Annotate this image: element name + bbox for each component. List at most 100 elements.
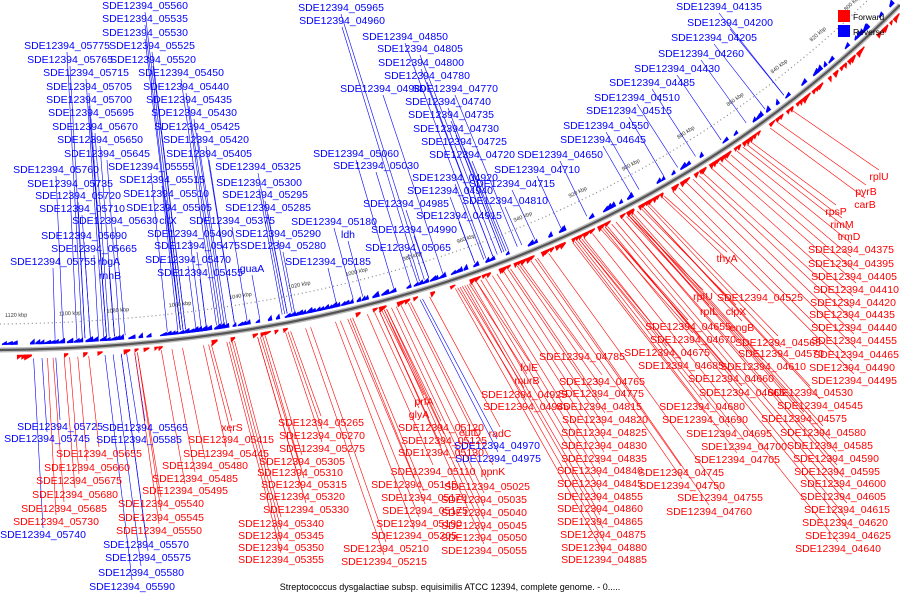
kbp-tick-label: 1120 kbp (5, 313, 27, 319)
gene-label: SDE12394_04490 (809, 362, 895, 374)
forward-gene (768, 119, 776, 128)
leader-line (106, 159, 121, 336)
gene-label: SDE12394_04705 (694, 454, 780, 466)
genome-backbone (0, 0, 900, 353)
reverse-gene (53, 338, 59, 344)
leader-line (475, 281, 530, 362)
kbp-tick-label: 900 kbp (621, 158, 641, 173)
leader-line (611, 223, 848, 504)
gene-label: SDE12394_04410 (813, 284, 899, 296)
gene-label: engB (730, 322, 755, 334)
leader-line (548, 253, 721, 492)
reverse-gene (450, 269, 457, 276)
forward-gene (400, 299, 406, 306)
forward-gene (571, 237, 576, 244)
gene-label: SDE12394_04620 (802, 517, 888, 529)
gene-label: SDE12394_04720 (429, 149, 515, 161)
gene-label: SDE12394_05520 (110, 54, 196, 66)
gene-label: SDE12394_04610 (720, 361, 806, 373)
reverse-gene (99, 335, 107, 342)
forward-gene (449, 284, 456, 290)
reverse-gene (505, 250, 510, 256)
leader-line (615, 221, 844, 491)
leader-line (285, 332, 323, 443)
leader-line (454, 183, 485, 260)
gene-label: SDE12394_05175 (382, 505, 468, 517)
leader-line (88, 355, 100, 448)
gene-label: SDE12394_05280 (240, 240, 326, 252)
reverse-gene (619, 198, 624, 205)
leader-line (404, 42, 487, 259)
gene-label: glyA (409, 409, 429, 421)
legend: Forward Reverse (838, 10, 885, 37)
leader-line (229, 341, 282, 542)
reverse-gene (699, 151, 705, 159)
gene-label: SDE12394_05480 (162, 460, 248, 472)
gene-label: SDE12394_04430 (634, 63, 720, 75)
gene-label: SDE12394_05215 (341, 556, 427, 568)
leader-line (718, 12, 785, 96)
gene-label: SDE12394_05305 (259, 456, 345, 468)
gene-label: SDE12394_05755 (10, 256, 96, 268)
gene-label: SDE12394_04660 (688, 373, 774, 385)
gene-label: SDE12394_04945 (483, 401, 569, 413)
reverse-gene (606, 202, 613, 211)
gene-label: trmD (838, 231, 861, 243)
gene-label: SDE12394_05670 (52, 121, 138, 133)
reverse-gene (463, 263, 469, 271)
forward-gene (158, 346, 163, 352)
gene-label: SDE12394_04510 (594, 92, 680, 104)
leader-line (504, 206, 523, 246)
gene-label: SDE12394_04605 (800, 491, 886, 503)
leader-line (126, 353, 140, 434)
leader-line (579, 239, 730, 428)
gene-label: SDE12394_05570 (103, 539, 189, 551)
leader-line (710, 167, 854, 297)
legend-reverse-swatch (838, 25, 850, 37)
leader-line (636, 103, 678, 168)
gene-label: SDE12394_05545 (118, 512, 204, 524)
kbp-tick-label: 1100 kbp (59, 310, 82, 317)
kbp-tick-label: 1080 kbp (106, 307, 129, 315)
leader-line (517, 265, 602, 388)
leader-line (340, 13, 425, 280)
gene-label: SDE12394_05045 (441, 520, 527, 532)
kbp-tick-label: 840 kbp (770, 59, 789, 76)
gene-label: SDE12394_04970 (454, 440, 540, 452)
forward-gene (513, 261, 519, 269)
leader-line (161, 185, 179, 331)
forward-gene (529, 255, 535, 261)
gene-label: SDE12394_05205 (371, 530, 457, 542)
gene-label: SDE12394_04865 (557, 516, 643, 528)
gene-label: SDE12394_04855 (557, 491, 643, 503)
leader-line (702, 172, 853, 309)
gene-label: SDE12394_04135 (676, 1, 762, 13)
forward-gene (469, 277, 476, 286)
forward-gene (558, 241, 566, 250)
leader-line (203, 345, 227, 448)
reverse-gene (680, 161, 688, 171)
kbp-tick-label: 960 kbp (456, 233, 476, 245)
gene-label: SDE12394_04675 (624, 347, 710, 359)
reverse-gene (164, 330, 172, 336)
gene-label: SDE12394_05025 (444, 481, 530, 493)
reverse-gene (406, 283, 412, 289)
reverse-gene (765, 105, 772, 113)
gene-label: SDE12394_05415 (188, 434, 274, 446)
forward-gene (577, 233, 584, 241)
gene-label: SDE12394_05450 (138, 67, 224, 79)
gene-label: SDE12394_05515 (119, 174, 205, 186)
leader-line (90, 118, 107, 337)
leader-line (530, 260, 683, 480)
forward-gene (733, 146, 738, 152)
forward-gene (404, 298, 411, 305)
forward-gene (600, 223, 606, 229)
leader-line (475, 281, 601, 491)
gene-label: SDE12394_04565 (735, 337, 821, 349)
leader-line (52, 357, 65, 503)
gene-label: SDE12394_04975 (455, 453, 541, 465)
gene-label: rpIU (693, 291, 713, 303)
leader-line (459, 286, 605, 542)
leader-line (104, 354, 133, 581)
gene-label: SDE12394_05035 (441, 494, 527, 506)
